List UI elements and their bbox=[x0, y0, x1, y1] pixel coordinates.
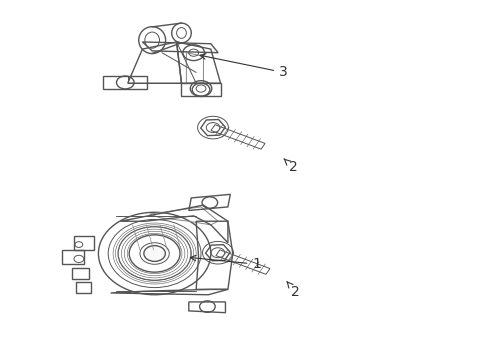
Text: 2: 2 bbox=[287, 282, 300, 299]
Text: 3: 3 bbox=[200, 54, 288, 80]
Text: 1: 1 bbox=[190, 255, 261, 271]
Text: 2: 2 bbox=[284, 159, 298, 175]
Circle shape bbox=[144, 246, 165, 261]
